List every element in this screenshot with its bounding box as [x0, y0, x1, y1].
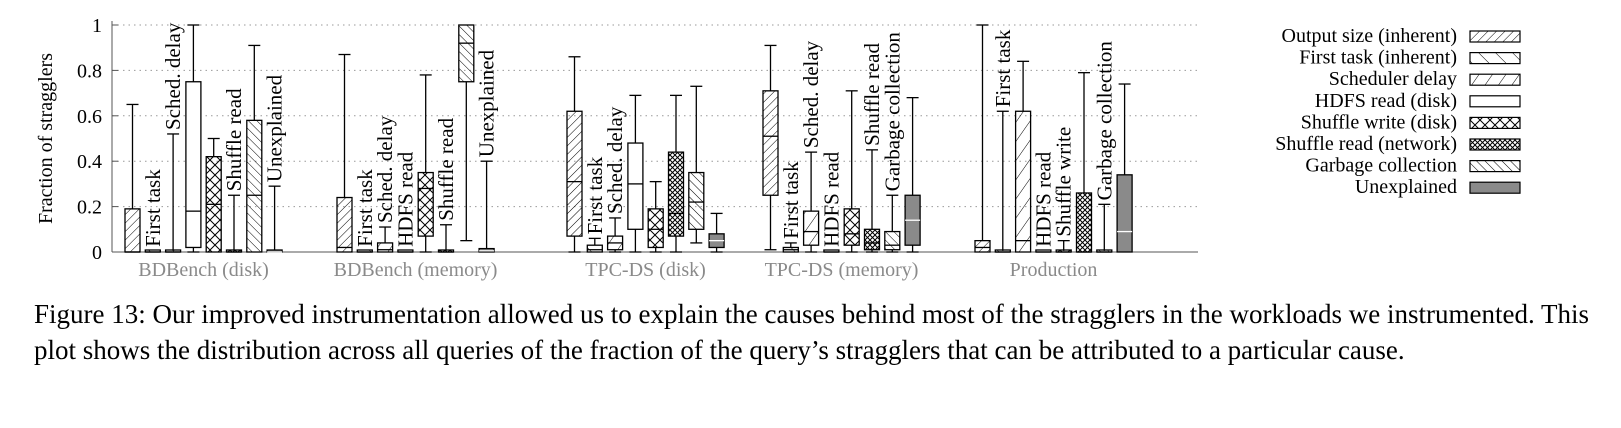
- y-axis-label: Fraction of stragglers: [35, 53, 57, 224]
- legend-label: Scheduler delay: [1329, 68, 1457, 90]
- legend-swatch: [1470, 96, 1520, 107]
- legend-swatch: [1470, 139, 1520, 150]
- legend-swatch: [1470, 74, 1520, 85]
- box: [1016, 111, 1031, 252]
- legend-swatch: [1470, 161, 1520, 172]
- box: [1077, 193, 1092, 252]
- group-label: TPC-DS (memory): [765, 259, 919, 281]
- legend-label: Output size (inherent): [1282, 25, 1458, 47]
- box-annotation: Shuffle read: [222, 88, 246, 191]
- box: [587, 245, 602, 252]
- box-annotation: Unexplained: [263, 74, 287, 182]
- box: [125, 209, 140, 252]
- box: [567, 111, 582, 236]
- box: [247, 120, 262, 252]
- box: [885, 232, 900, 250]
- legend-label: First task (inherent): [1299, 47, 1457, 69]
- plot-area: 0 0.2 0.4 0.6 0.8 1 Fraction of stragglers Firs…: [35, 15, 1198, 281]
- box: [337, 198, 352, 252]
- box-annotation: Shuffle read: [434, 117, 458, 220]
- y-tick-label: 0.8: [77, 60, 102, 82]
- y-tick-label: 0.4: [77, 151, 102, 173]
- box: [459, 25, 474, 82]
- box: [844, 209, 859, 245]
- y-tick-label: 0: [92, 242, 102, 264]
- legend-label: Shuffle read (network): [1275, 133, 1457, 155]
- box: [689, 173, 704, 230]
- box: [865, 229, 880, 249]
- box-annotation: First task: [141, 169, 165, 247]
- box: [804, 211, 819, 245]
- group-label: Production: [1010, 259, 1098, 281]
- legend-label: Unexplained: [1355, 176, 1457, 198]
- box: [418, 173, 433, 237]
- legend-label: Shuffle write (disk): [1301, 111, 1457, 133]
- legend: Output size (inherent)First task (inhere…: [1275, 25, 1520, 198]
- box-annotation: First task: [779, 161, 803, 239]
- y-tick-label: 1: [92, 15, 102, 37]
- box-annotation: Shuffle write: [1052, 127, 1076, 237]
- legend-label: Garbage collection: [1305, 155, 1457, 177]
- box-annotation: HDFS read: [393, 151, 417, 247]
- box-annotation: First task: [991, 29, 1015, 107]
- group-label: BDBench (disk): [138, 259, 269, 281]
- legend-swatch: [1470, 117, 1520, 128]
- box: [186, 82, 201, 248]
- legend-swatch: [1470, 31, 1520, 42]
- figure-caption: Figure 13: Our improved instrumentation …: [34, 296, 1589, 368]
- box: [378, 243, 393, 252]
- box-annotation: HDFS read: [819, 151, 843, 247]
- box: [1117, 175, 1132, 252]
- box: [763, 91, 778, 195]
- box: [669, 152, 684, 236]
- y-tick-label: 0.2: [77, 197, 102, 219]
- box-annotation: Garbage collection: [880, 32, 904, 192]
- box: [648, 209, 663, 248]
- box: [975, 241, 990, 252]
- box-annotation: Garbage collection: [1092, 41, 1116, 201]
- box-annotation: Unexplained: [475, 49, 499, 157]
- y-tick-label: 0.6: [77, 106, 102, 128]
- box: [628, 143, 643, 229]
- box-annotation: Sched. delay: [799, 40, 823, 148]
- box-annotation: Sched. delay: [161, 22, 185, 130]
- box-annotation: Sched. delay: [603, 106, 627, 214]
- group-label: TPC-DS (disk): [585, 259, 706, 281]
- legend-swatch: [1470, 53, 1520, 64]
- legend-swatch: [1470, 182, 1520, 193]
- group-label: BDBench (memory): [334, 259, 498, 281]
- stragglers-boxplot: 0 0.2 0.4 0.6 0.8 1 Fraction of stragglers Firs…: [0, 0, 1621, 290]
- legend-label: HDFS read (disk): [1315, 90, 1457, 112]
